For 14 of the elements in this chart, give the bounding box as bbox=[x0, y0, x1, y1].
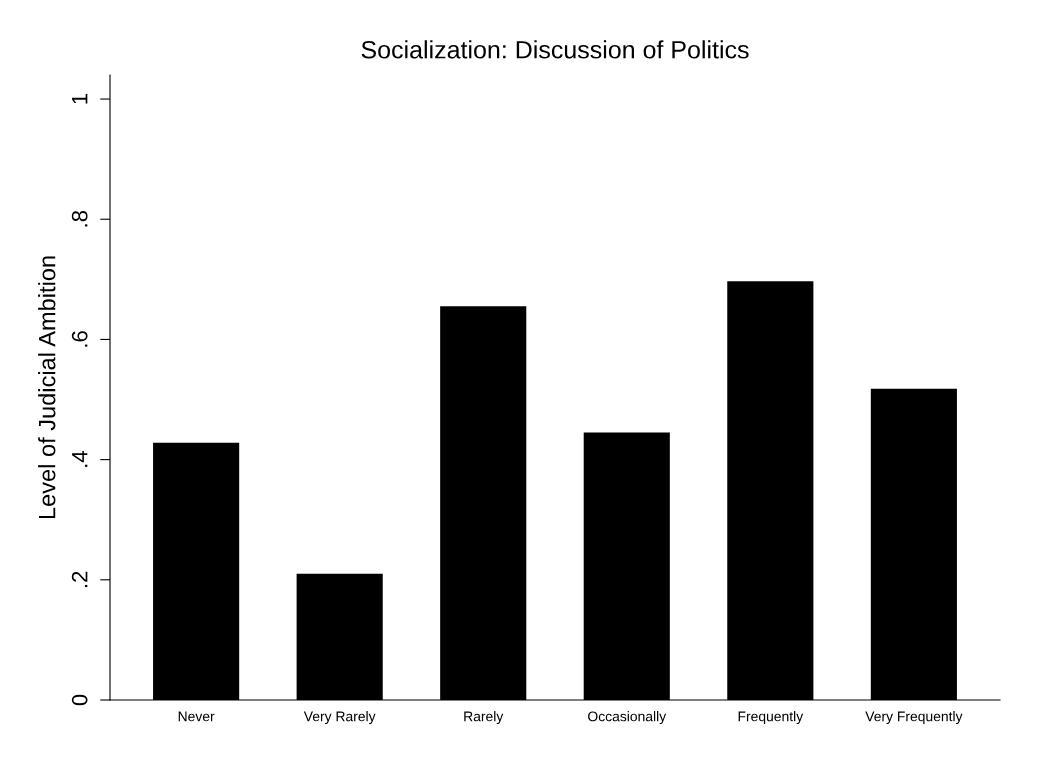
x-tick-label: Never bbox=[178, 711, 215, 722]
y-tick-label: .4 bbox=[72, 451, 88, 467]
chart-title: Socialization: Discussion of Politics bbox=[361, 40, 749, 59]
y-tick-label: .6 bbox=[71, 331, 88, 347]
x-tick-label: Frequently bbox=[738, 711, 804, 725]
y-tick-label: 0 bbox=[71, 694, 88, 706]
y-tick-label: .8 bbox=[71, 210, 88, 227]
y-tick-label: 1 bbox=[72, 93, 88, 104]
x-tick-label: Very Rarely bbox=[303, 711, 376, 725]
x-tick-label: Very Frequently bbox=[865, 711, 963, 725]
y-tick-label: .2 bbox=[71, 571, 88, 588]
x-tick-label: Rarely bbox=[464, 711, 504, 725]
x-tick-label: Occasionally bbox=[588, 711, 667, 725]
y-axis-title: Level of Judicial Ambition bbox=[38, 256, 56, 519]
